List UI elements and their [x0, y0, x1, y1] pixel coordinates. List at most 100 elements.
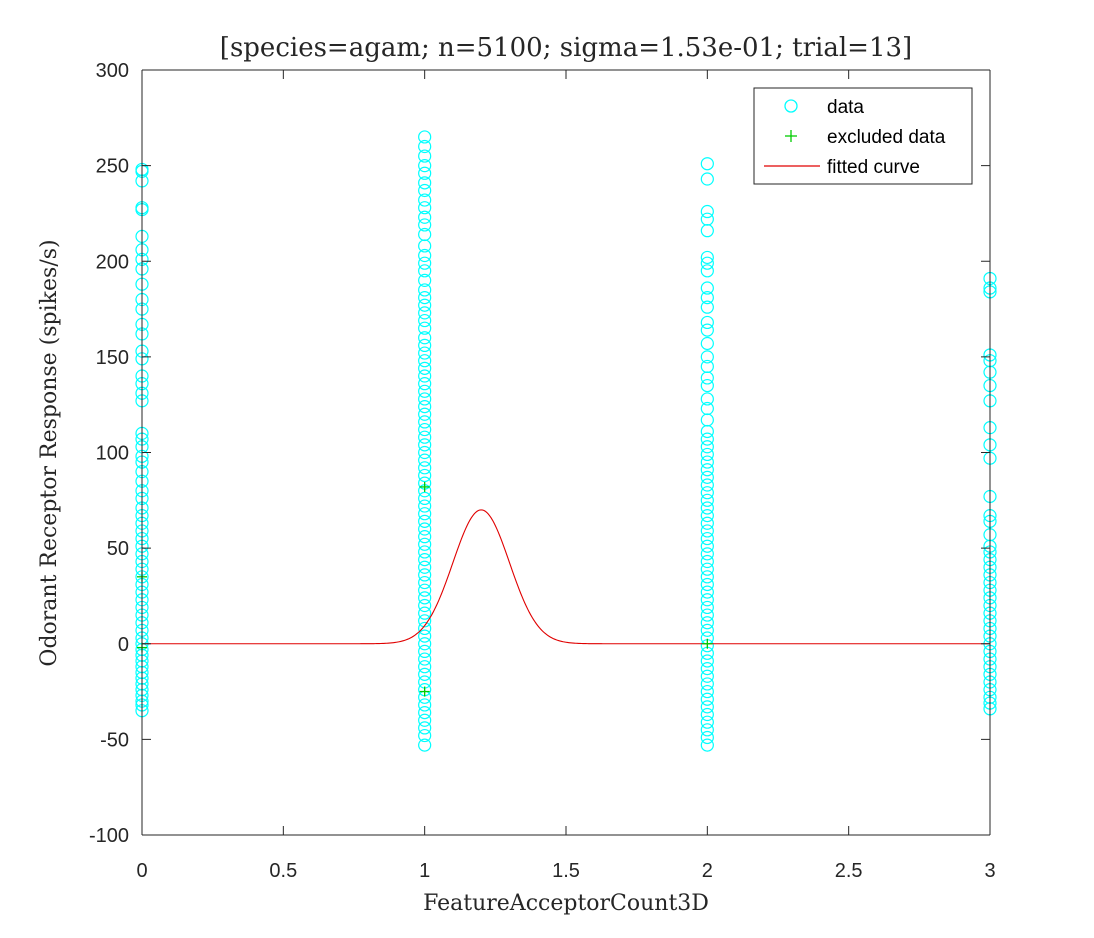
data-point — [700, 669, 714, 683]
y-tick-label: -100 — [89, 825, 129, 847]
data-point — [700, 250, 714, 265]
data-point — [700, 470, 714, 484]
data-point — [418, 183, 432, 198]
data-point — [700, 600, 714, 615]
data-point — [418, 728, 432, 743]
data-point — [418, 130, 432, 144]
data-point — [700, 204, 714, 219]
data-point — [700, 432, 714, 446]
data-point — [700, 562, 714, 576]
data-point — [700, 290, 714, 305]
data-point — [418, 621, 432, 636]
data-point — [418, 283, 432, 297]
data-point — [418, 530, 432, 544]
data-point — [418, 321, 432, 335]
data-point — [700, 730, 714, 745]
data-point — [418, 256, 432, 270]
data-point — [700, 392, 714, 406]
data-point — [418, 461, 432, 475]
data-point — [418, 338, 432, 352]
y-tick-label: 200 — [96, 251, 129, 273]
data-point — [418, 159, 432, 173]
data-point — [700, 585, 714, 599]
data-point — [418, 313, 432, 328]
data-point — [418, 698, 432, 712]
data-point — [700, 172, 714, 186]
data-point — [418, 354, 432, 368]
excluded-point — [702, 638, 713, 649]
x-tick-label: 0 — [136, 860, 147, 882]
data-point — [418, 139, 432, 154]
data-point — [700, 350, 714, 364]
data-point — [418, 660, 432, 674]
data-point — [700, 455, 714, 469]
data-point — [700, 684, 714, 699]
data-point — [418, 377, 432, 391]
data-point — [418, 306, 432, 320]
data-point — [700, 478, 714, 492]
data-point — [418, 721, 432, 735]
data-point — [418, 537, 432, 551]
data-point — [700, 577, 714, 592]
legend: data excluded data fitted curve — [753, 87, 973, 185]
data-point — [700, 224, 714, 238]
chart-title: [species=agam; n=5100; sigma=1.53e-01; t… — [220, 33, 912, 63]
data-point — [418, 545, 432, 559]
data-point — [418, 514, 432, 528]
data-point — [418, 210, 432, 224]
legend-marker-excluded — [785, 130, 797, 142]
data-point — [418, 560, 432, 574]
data-point — [418, 422, 432, 437]
data-point — [418, 166, 432, 180]
data-point — [700, 264, 714, 278]
x-tick-label: 1.5 — [552, 860, 580, 882]
data-point — [700, 524, 714, 538]
y-axis-label: Odorant Receptor Response (spikes/s) — [37, 239, 62, 666]
data-point — [700, 531, 714, 546]
data-point — [700, 157, 714, 171]
data-point — [418, 583, 432, 597]
data-point — [700, 336, 714, 351]
data-point — [418, 415, 432, 429]
x-tick-label: 1 — [419, 860, 430, 882]
data-point — [418, 400, 432, 414]
data-point — [700, 256, 714, 270]
y-tick-label: 150 — [96, 347, 129, 369]
data-point — [700, 654, 714, 668]
y-tick-label: -50 — [100, 729, 129, 751]
legend-label-fit: fitted curve — [827, 157, 920, 178]
data-point — [418, 248, 432, 263]
data-point — [418, 499, 432, 513]
data-point — [700, 593, 714, 607]
data-point — [700, 463, 714, 477]
data-point — [700, 516, 714, 530]
data-point — [418, 361, 432, 375]
data-point — [418, 392, 432, 406]
data-point — [418, 637, 432, 651]
data-point — [700, 440, 714, 454]
data-point — [700, 378, 714, 393]
data-point — [418, 468, 432, 483]
data-point — [700, 323, 714, 337]
data-point — [418, 298, 432, 312]
y-tick-label: 300 — [96, 60, 129, 82]
y-tick-label: 50 — [107, 538, 129, 560]
data-point — [700, 493, 714, 507]
data-point — [418, 629, 432, 643]
data-point — [700, 715, 714, 729]
data-point — [418, 606, 432, 620]
data-point — [700, 300, 714, 314]
legend-label-data: data — [827, 97, 864, 118]
data-point — [418, 667, 432, 681]
data-point — [418, 438, 432, 452]
data-point — [418, 713, 432, 727]
data-point — [700, 539, 714, 553]
data-point — [418, 652, 432, 666]
excluded-point — [419, 686, 430, 697]
data-point — [418, 218, 432, 232]
data-point — [418, 201, 432, 215]
data-point — [418, 331, 432, 345]
data-point — [418, 614, 432, 628]
